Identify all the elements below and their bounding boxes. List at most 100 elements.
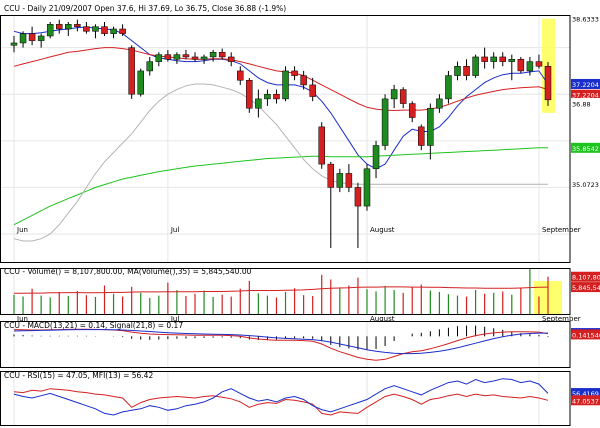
candle-body bbox=[327, 163, 335, 188]
candle-body bbox=[472, 56, 479, 76]
macd-frame bbox=[0, 321, 571, 368]
candle-body bbox=[418, 126, 425, 146]
price-frame bbox=[0, 15, 571, 263]
price-tag-bg bbox=[571, 89, 600, 100]
price-tag: 35.8542 bbox=[572, 145, 599, 153]
signal-line bbox=[13, 329, 548, 355]
price-tag: 37.2204 bbox=[572, 92, 599, 100]
price-tag-bg bbox=[571, 78, 600, 89]
candle-body bbox=[318, 126, 325, 165]
x-tick-label: Jul bbox=[170, 315, 180, 323]
candle-body bbox=[264, 93, 271, 100]
macd-plot-area bbox=[0, 321, 570, 367]
candle-body bbox=[408, 103, 416, 118]
rsi-panel-title: CCU - RSI(15) = 47.05, MFI(13) = 56.42 bbox=[4, 371, 153, 380]
candle-body bbox=[481, 56, 488, 62]
candle-body bbox=[436, 98, 443, 109]
candle-body bbox=[282, 70, 289, 100]
candle-body bbox=[508, 59, 516, 62]
rsi-tag-bg bbox=[571, 395, 600, 406]
macd-tag-bg bbox=[571, 329, 600, 340]
volume-tag: 8,107,800 bbox=[572, 274, 600, 282]
candle-body bbox=[255, 98, 262, 109]
volume-tag-bg bbox=[571, 271, 600, 282]
bollinger-line bbox=[13, 83, 548, 242]
price-tag: 35.0723 bbox=[572, 181, 599, 189]
price-panel-title: CCU - Daily 21/09/2007 Open 37.6, Hi 37.… bbox=[4, 4, 286, 13]
candle-body bbox=[164, 54, 172, 60]
candle-body bbox=[28, 33, 36, 41]
candle-body bbox=[291, 70, 298, 76]
candle-body bbox=[363, 168, 371, 207]
candle-body bbox=[273, 93, 280, 100]
volume-frame bbox=[0, 268, 571, 315]
price-tag-bg bbox=[571, 142, 600, 153]
x-tick-label: August bbox=[370, 226, 395, 234]
candle-body bbox=[101, 26, 108, 34]
candle-body bbox=[526, 61, 534, 72]
candle-body bbox=[191, 56, 199, 60]
volume-panel: Jun Jul August September 8,107,800 5,845,540 bbox=[0, 268, 600, 323]
candle-body bbox=[110, 28, 117, 34]
price-tag: 37.2204 bbox=[572, 81, 599, 89]
candle-body bbox=[92, 26, 99, 32]
volume-ma-line bbox=[14, 286, 549, 294]
candle-body bbox=[427, 107, 434, 146]
macd-panel: 0.1723570.141546 bbox=[0, 321, 600, 368]
candle-body bbox=[46, 24, 54, 37]
x-tick-label: Jul bbox=[170, 226, 180, 234]
candle-body bbox=[372, 145, 380, 170]
mfi-line bbox=[13, 378, 549, 416]
candle-body bbox=[182, 54, 190, 58]
macd-tag: 0.141546 bbox=[572, 331, 600, 339]
x-tick-label: Jun bbox=[16, 226, 28, 234]
candle-body bbox=[56, 24, 63, 30]
x-tick-label: Jun bbox=[16, 315, 28, 323]
volume-panel-title: CCU - Volume() = 8,107,800.00, MA(Volume… bbox=[4, 267, 252, 276]
candle-body bbox=[74, 24, 81, 27]
candle-body bbox=[37, 35, 45, 41]
candle-body bbox=[218, 52, 226, 58]
rsi-tag: 56.4169 bbox=[572, 390, 599, 398]
candle-body bbox=[454, 66, 461, 76]
candle-body bbox=[146, 61, 154, 72]
candle-body bbox=[200, 56, 208, 60]
ma_mid-line bbox=[13, 47, 549, 112]
volume-tag-bg bbox=[571, 282, 600, 293]
candle-body bbox=[309, 84, 316, 97]
candle-body bbox=[490, 56, 497, 62]
macd-panel-title: CCU - MACD(13,21) = 0.14, Signal(21,8) =… bbox=[4, 321, 183, 330]
candle-body bbox=[137, 70, 144, 95]
candle-body bbox=[517, 59, 525, 72]
candle-body bbox=[128, 47, 135, 95]
candle-body bbox=[399, 89, 407, 104]
rsi-tag: 47.0537 bbox=[572, 397, 599, 405]
price-panel: Jun Jul August September 38.6333 37.2204 37.22… bbox=[0, 12, 600, 263]
candle-body bbox=[19, 33, 27, 44]
rsi-line bbox=[13, 388, 549, 416]
candle-body bbox=[155, 54, 163, 62]
price-tag-bg bbox=[570, 12, 600, 24]
ma_long-line bbox=[13, 147, 548, 226]
price-tag-bg bbox=[570, 178, 600, 190]
candle-body bbox=[345, 173, 353, 188]
candle-body bbox=[237, 70, 244, 81]
volume-tag: 5,845,540 bbox=[572, 284, 600, 292]
candle-body bbox=[390, 89, 398, 100]
x-tick-label: September bbox=[542, 226, 581, 234]
candle-body bbox=[65, 24, 72, 30]
candle-body bbox=[381, 98, 389, 146]
x-tick-label: September bbox=[542, 315, 581, 323]
price-tag: 38.6333 bbox=[572, 15, 599, 23]
candle-body bbox=[209, 52, 217, 58]
candle-body bbox=[227, 56, 235, 62]
candle-body bbox=[300, 75, 307, 86]
candle-body bbox=[173, 54, 181, 60]
candle-body bbox=[354, 187, 362, 207]
candle-body bbox=[10, 42, 18, 46]
candle-body bbox=[83, 26, 90, 32]
price-tag-bg bbox=[570, 98, 600, 110]
candle-body bbox=[336, 173, 344, 188]
candle-body bbox=[499, 56, 506, 62]
